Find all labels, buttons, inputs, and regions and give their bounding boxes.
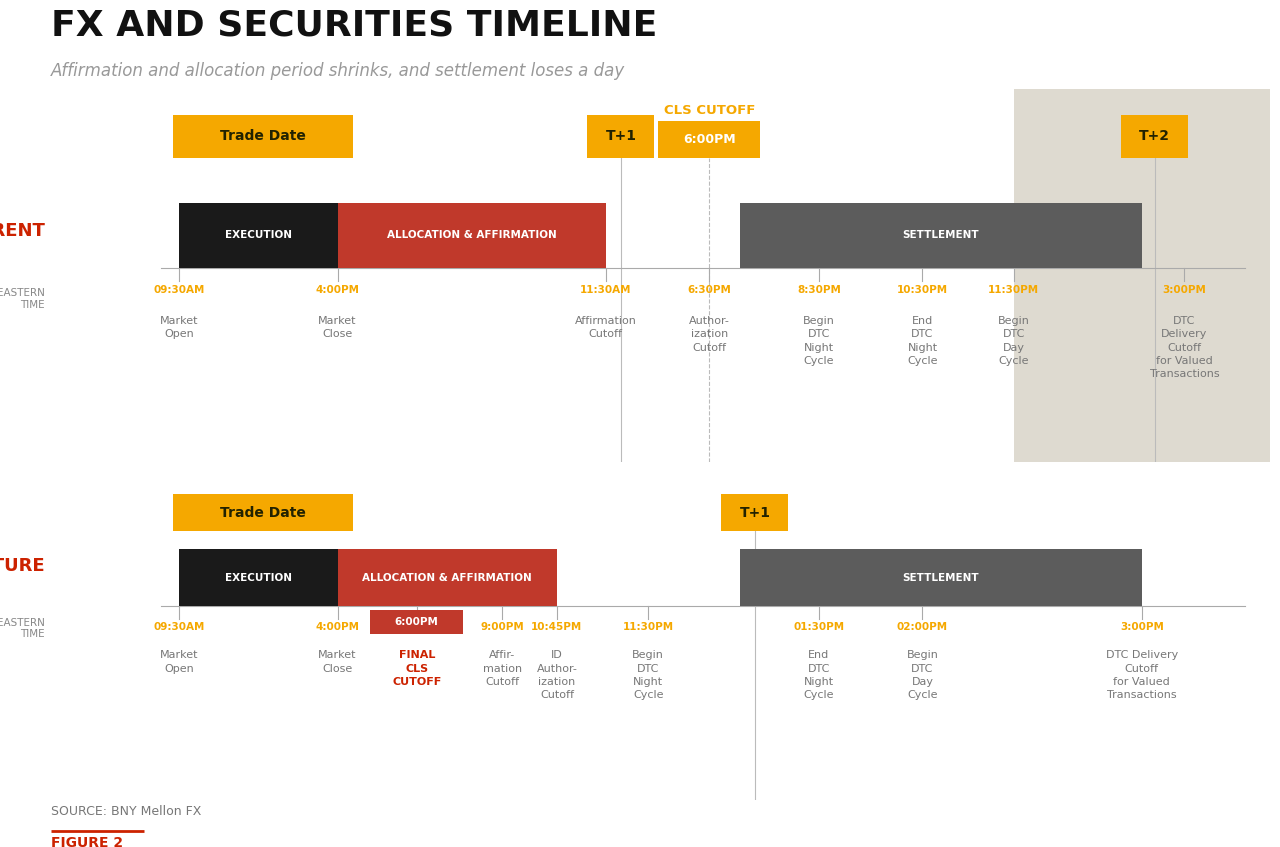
Text: Affirmation and allocation period shrinks, and settlement loses a day: Affirmation and allocation period shrink… <box>51 63 626 80</box>
Bar <box>338 202 605 268</box>
Text: Author-
ization
Cutoff: Author- ization Cutoff <box>689 316 730 352</box>
Text: 4:00PM: 4:00PM <box>316 622 360 632</box>
Text: 11:30PM: 11:30PM <box>988 285 1039 295</box>
Bar <box>740 202 1142 268</box>
Text: End
DTC
Night
Cycle: End DTC Night Cycle <box>804 650 835 700</box>
Text: 10:30PM: 10:30PM <box>897 285 948 295</box>
Text: 01:30PM: 01:30PM <box>794 622 845 632</box>
Bar <box>1014 89 1270 462</box>
FancyBboxPatch shape <box>173 115 353 158</box>
Text: CURRENT: CURRENT <box>0 222 45 240</box>
Text: SETTLEMENT: SETTLEMENT <box>902 573 979 583</box>
Text: Market
Open: Market Open <box>160 316 198 340</box>
Text: Begin
DTC
Night
Cycle: Begin DTC Night Cycle <box>803 316 835 366</box>
FancyBboxPatch shape <box>658 120 760 158</box>
Text: SETTLEMENT: SETTLEMENT <box>902 230 979 241</box>
FancyBboxPatch shape <box>1121 115 1188 158</box>
Text: EASTERN
TIME: EASTERN TIME <box>0 617 45 639</box>
Text: Market
Close: Market Close <box>319 650 357 673</box>
Text: FUTURE: FUTURE <box>0 556 45 574</box>
Text: EASTERN
TIME: EASTERN TIME <box>0 288 45 310</box>
Bar <box>179 550 338 606</box>
FancyBboxPatch shape <box>173 494 353 531</box>
Text: Market
Open: Market Open <box>160 650 198 673</box>
Text: 9:00PM: 9:00PM <box>480 622 524 632</box>
Text: Trade Date: Trade Date <box>220 130 306 143</box>
Text: ALLOCATION & AFFIRMATION: ALLOCATION & AFFIRMATION <box>362 573 532 583</box>
Text: Begin
DTC
Day
Cycle: Begin DTC Day Cycle <box>906 650 938 700</box>
Text: ID
Author-
ization
Cutoff: ID Author- ization Cutoff <box>536 650 577 700</box>
Text: Affir-
mation
Cutoff: Affir- mation Cutoff <box>483 650 522 687</box>
Text: SOURCE: BNY Mellon FX: SOURCE: BNY Mellon FX <box>51 805 201 817</box>
Text: 6:00PM: 6:00PM <box>684 133 736 146</box>
Text: Begin
DTC
Night
Cycle: Begin DTC Night Cycle <box>632 650 664 700</box>
Bar <box>740 550 1142 606</box>
Text: CLS CUTOFF: CLS CUTOFF <box>663 104 755 117</box>
Text: T+1: T+1 <box>605 130 636 143</box>
Text: 3:00PM: 3:00PM <box>1120 622 1164 632</box>
Text: DTC
Delivery
Cutoff
for Valued
Transactions: DTC Delivery Cutoff for Valued Transacti… <box>1149 316 1220 379</box>
Text: Market
Close: Market Close <box>319 316 357 340</box>
Text: 11:30PM: 11:30PM <box>623 622 673 632</box>
Text: T+2: T+2 <box>1139 130 1170 143</box>
FancyBboxPatch shape <box>370 610 463 634</box>
Text: 09:30AM: 09:30AM <box>154 285 205 295</box>
Text: Affirmation
Cutoff: Affirmation Cutoff <box>575 316 636 340</box>
Text: 3:00PM: 3:00PM <box>1162 285 1206 295</box>
Text: T+1: T+1 <box>740 506 771 520</box>
FancyBboxPatch shape <box>588 115 654 158</box>
Text: DTC Delivery
Cutoff
for Valued
Transactions: DTC Delivery Cutoff for Valued Transacti… <box>1106 650 1178 700</box>
Text: Trade Date: Trade Date <box>220 506 306 520</box>
Text: 10:45PM: 10:45PM <box>531 622 582 632</box>
Text: 6:00PM: 6:00PM <box>394 617 439 627</box>
Text: ALLOCATION & AFFIRMATION: ALLOCATION & AFFIRMATION <box>387 230 557 241</box>
Text: 11:30AM: 11:30AM <box>580 285 631 295</box>
Text: 8:30PM: 8:30PM <box>797 285 841 295</box>
Bar <box>338 550 557 606</box>
Text: End
DTC
Night
Cycle: End DTC Night Cycle <box>908 316 938 366</box>
Text: 4:00PM: 4:00PM <box>316 285 360 295</box>
Text: Begin
DTC
Day
Cycle: Begin DTC Day Cycle <box>998 316 1030 366</box>
Text: FX AND SECURITIES TIMELINE: FX AND SECURITIES TIMELINE <box>51 8 658 42</box>
Text: FIGURE 2: FIGURE 2 <box>51 837 123 847</box>
Text: EXECUTION: EXECUTION <box>225 573 292 583</box>
Text: EXECUTION: EXECUTION <box>225 230 292 241</box>
Text: FINAL
CLS
CUTOFF: FINAL CLS CUTOFF <box>392 650 442 687</box>
Text: 6:30PM: 6:30PM <box>687 285 731 295</box>
Text: 02:00PM: 02:00PM <box>897 622 948 632</box>
FancyBboxPatch shape <box>722 494 788 531</box>
Bar <box>179 202 338 268</box>
Text: 09:30AM: 09:30AM <box>154 622 205 632</box>
